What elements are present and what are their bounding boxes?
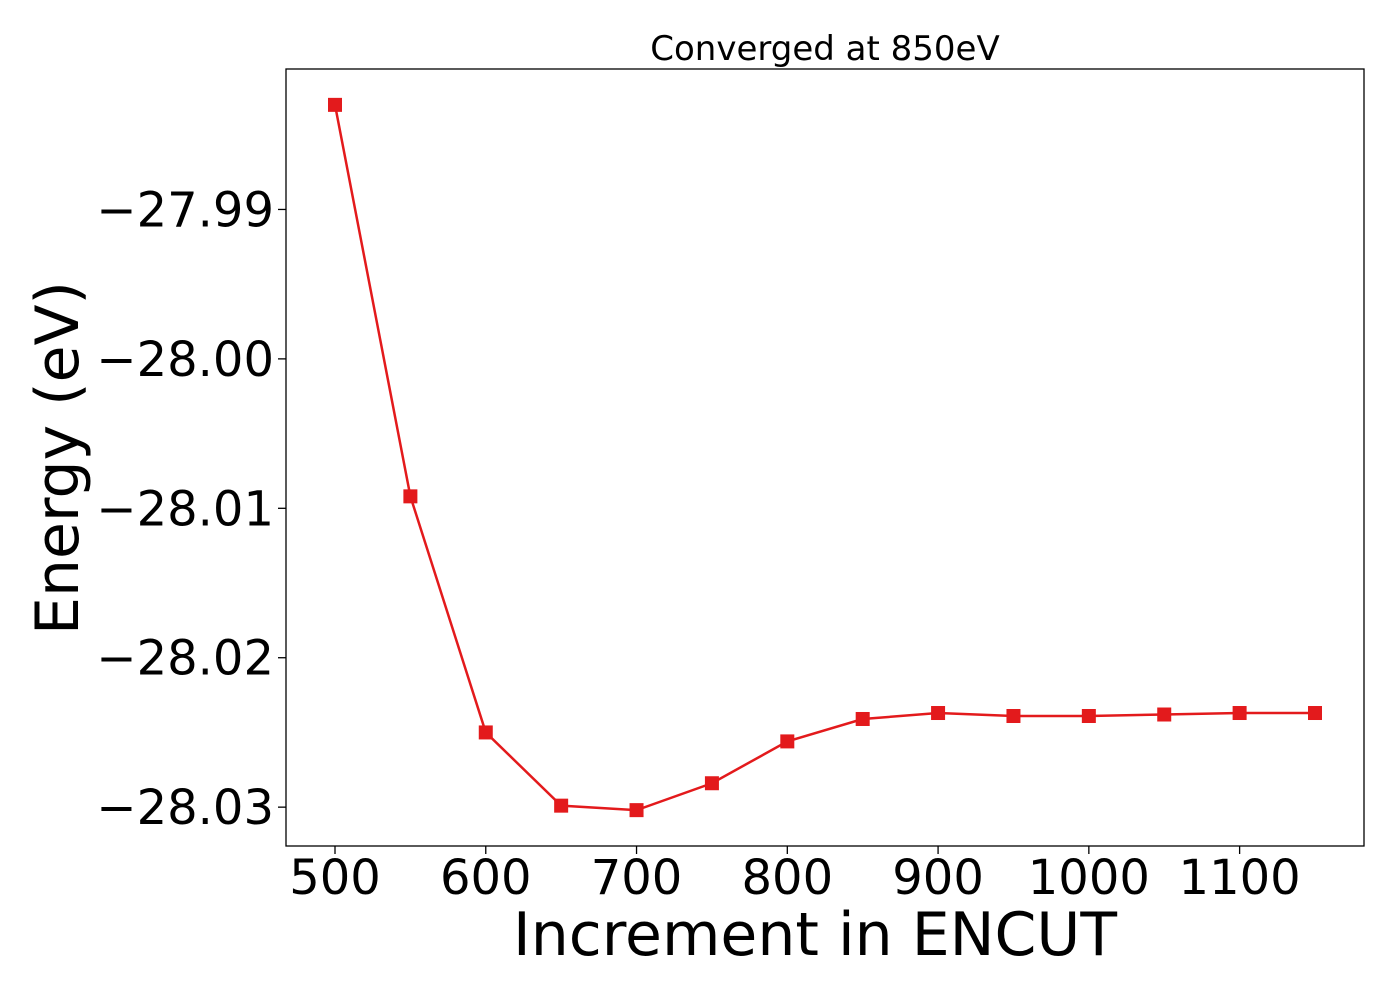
x-tick-label: 900 xyxy=(892,850,984,906)
x-tick-label: 800 xyxy=(741,850,833,906)
data-point xyxy=(1157,707,1172,722)
x-axis-title: Increment in ENCUT xyxy=(513,900,1117,970)
y-tick-label: −27.99 xyxy=(96,182,274,238)
x-tick-label: 1100 xyxy=(1179,850,1301,906)
y-tick-label: −28.03 xyxy=(96,780,274,836)
series-line xyxy=(333,104,1315,812)
y-axis-title: Energy (eV) xyxy=(23,281,93,635)
data-point xyxy=(629,803,644,818)
plot-frame xyxy=(285,68,1365,847)
data-point xyxy=(931,706,946,721)
data-point xyxy=(403,489,418,504)
x-tick-label: 500 xyxy=(289,850,381,906)
x-tick-label: 1000 xyxy=(1028,850,1150,906)
plot-area: 500 600 700 800 900 1000 1100 −27.99 −28.00 −28.0… xyxy=(96,68,1365,906)
data-point xyxy=(780,734,795,749)
x-tick-label: 700 xyxy=(591,850,683,906)
y-tick-label: −28.02 xyxy=(96,631,274,687)
chart-title: Converged at 850eV xyxy=(650,29,999,69)
data-point xyxy=(1232,706,1247,721)
data-point xyxy=(1308,706,1322,721)
y-tick-label: −28.01 xyxy=(96,481,274,537)
x-tick-label: 600 xyxy=(440,850,532,906)
data-point xyxy=(855,711,870,726)
data-point xyxy=(1006,709,1021,724)
data-point xyxy=(328,97,342,112)
data-point xyxy=(478,725,493,740)
data-point xyxy=(704,776,719,791)
data-point xyxy=(1081,709,1096,724)
data-point xyxy=(554,798,569,813)
y-tick-label: −28.00 xyxy=(96,332,274,388)
